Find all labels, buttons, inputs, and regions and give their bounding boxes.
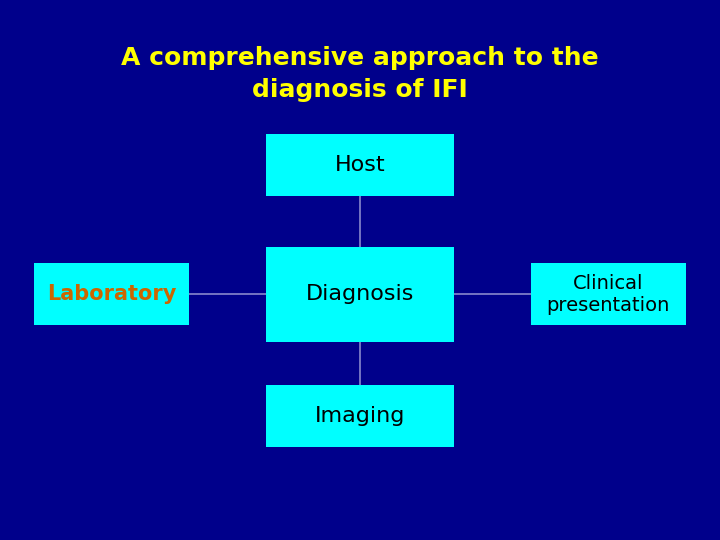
Text: A comprehensive approach to the
diagnosis of IFI: A comprehensive approach to the diagnosi…: [121, 46, 599, 102]
Text: Clinical
presentation: Clinical presentation: [546, 274, 670, 315]
FancyBboxPatch shape: [266, 134, 454, 195]
FancyBboxPatch shape: [266, 384, 454, 447]
Text: Laboratory: Laboratory: [47, 284, 176, 305]
FancyBboxPatch shape: [266, 247, 454, 341]
FancyBboxPatch shape: [35, 263, 189, 325]
Text: Diagnosis: Diagnosis: [306, 284, 414, 305]
Text: Imaging: Imaging: [315, 406, 405, 426]
FancyBboxPatch shape: [531, 263, 685, 325]
Text: Host: Host: [335, 154, 385, 175]
